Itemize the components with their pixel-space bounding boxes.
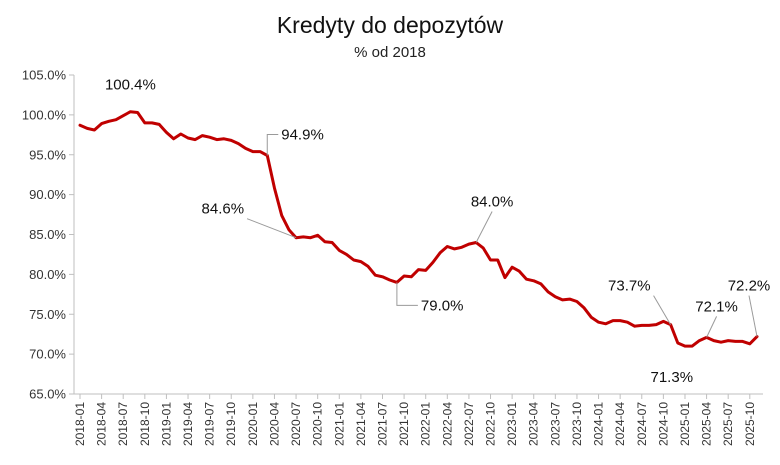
- y-tick-label: 85.0%: [29, 227, 66, 242]
- x-tick-label: 2022-07: [462, 402, 476, 446]
- y-tick-label: 70.0%: [29, 347, 66, 362]
- series-line: [78, 110, 759, 348]
- x-tick-label: 2021-10: [397, 402, 411, 446]
- annotation-leader: [475, 211, 493, 243]
- annotation-leader: [266, 134, 279, 156]
- x-tick-label: 2021-01: [332, 402, 346, 446]
- data-label: 84.0%: [471, 193, 514, 210]
- x-tick-label: 2020-04: [267, 402, 281, 446]
- x-tick-label: 2018-01: [73, 402, 87, 446]
- y-tick-label: 95.0%: [29, 147, 66, 162]
- chart-subtitle: % od 2018: [354, 44, 426, 61]
- x-tick-label: 2025-10: [743, 402, 757, 446]
- x-tick-label: 2021-04: [354, 402, 368, 446]
- data-label: 84.6%: [202, 201, 245, 218]
- annotations: 100.4% 94.9% 84.6% 79.0% 84.0% 73.7% 71.3% 72.1…: [105, 77, 770, 386]
- data-label: 72.2%: [728, 278, 771, 295]
- x-tick-label: 2024-07: [635, 402, 649, 446]
- x-tick-label: 2022-01: [419, 402, 433, 446]
- x-tick-label: 2019-07: [203, 402, 217, 446]
- plot-area: [78, 110, 759, 348]
- annotation-leader: [246, 218, 297, 239]
- x-tick-label: 2022-04: [440, 402, 454, 446]
- x-tick-label: 2020-01: [246, 402, 260, 446]
- x-tick-label: 2018-10: [138, 402, 152, 446]
- x-tick-label: 2024-04: [613, 402, 627, 446]
- x-tick-label: 2025-04: [700, 402, 714, 446]
- x-tick-label: 2022-10: [484, 402, 498, 446]
- x-tick-label: 2024-10: [656, 402, 670, 446]
- y-tick-label: 80.0%: [29, 267, 66, 282]
- data-label: 73.7%: [608, 278, 651, 295]
- annotation-leader: [396, 282, 418, 306]
- data-label: 100.4%: [105, 77, 156, 94]
- x-tick-label: 2021-07: [375, 402, 389, 446]
- x-tick-label: 2018-07: [116, 402, 130, 446]
- x-tick-label: 2023-04: [527, 402, 541, 446]
- chart-title: Kredyty do depozytów: [276, 12, 504, 38]
- x-tick-label: 2024-01: [592, 402, 606, 446]
- x-axis: 2018-01 2018-04 2018-07 2018-10 2019-01 2019-…: [73, 393, 763, 446]
- x-tick-label: 2023-07: [548, 402, 562, 446]
- annotation-leader: [748, 295, 758, 337]
- y-tick-label: 75.0%: [29, 307, 66, 322]
- y-tick-label: 105.0%: [22, 68, 67, 83]
- data-label: 72.1%: [695, 298, 738, 315]
- y-tick-label: 65.0%: [29, 387, 66, 402]
- annotation-leader: [653, 295, 672, 325]
- x-tick-label: 2020-07: [289, 402, 303, 446]
- data-label: 79.0%: [421, 297, 464, 314]
- y-tick-label: 100.0%: [22, 107, 67, 122]
- x-tick-label: 2025-07: [721, 402, 735, 446]
- x-tick-label: 2018-04: [95, 402, 109, 446]
- x-tick-label: 2025-01: [678, 402, 692, 446]
- y-axis: 65.0% 70.0% 75.0% 80.0% 85.0% 90.0% 95.0% 100.0…: [22, 68, 75, 402]
- y-tick-label: 90.0%: [29, 187, 66, 202]
- x-tick-label: 2019-04: [181, 402, 195, 446]
- x-tick-label: 2023-01: [505, 402, 519, 446]
- x-tick-label: 2019-10: [224, 402, 238, 446]
- data-label: 71.3%: [651, 369, 694, 386]
- x-tick-label: 2020-10: [311, 402, 325, 446]
- data-label: 94.9%: [281, 127, 324, 144]
- x-tick-label: 2019-01: [159, 402, 173, 446]
- x-tick-label: 2023-10: [570, 402, 584, 446]
- annotation-leader: [706, 316, 718, 338]
